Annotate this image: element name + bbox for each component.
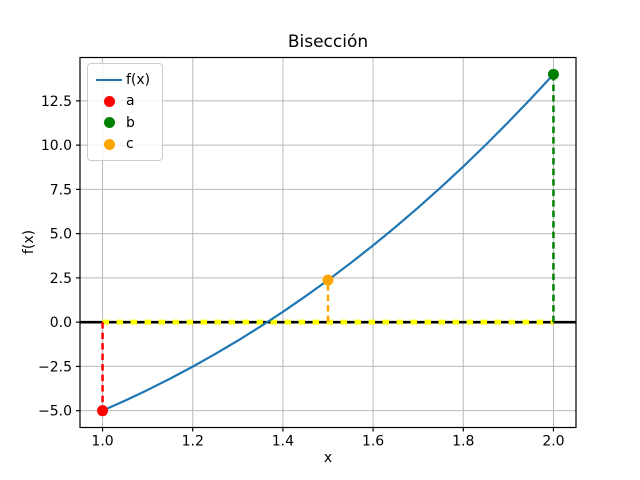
legend-dot-swatch	[92, 95, 126, 107]
legend-item-b: b	[92, 112, 150, 134]
legend-label: a	[126, 93, 135, 110]
point-a	[97, 405, 109, 417]
legend-label: b	[126, 114, 135, 131]
legend-line-swatch	[92, 78, 126, 81]
legend-item-c: c	[92, 134, 150, 156]
legend: f(x) a b c	[87, 63, 164, 161]
y-tick-label: −5.0	[38, 404, 72, 420]
dot-swatch-icon	[103, 117, 115, 129]
legend-dot-swatch	[92, 138, 126, 150]
y-tick-label: 10.0	[41, 138, 72, 154]
y-tick-label: −2.5	[38, 359, 72, 375]
legend-label: c	[126, 136, 134, 153]
x-tick-label: 2.0	[542, 434, 564, 450]
y-tick-label: 5.0	[50, 227, 72, 243]
x-tick-label: 1.0	[91, 434, 113, 450]
dot-swatch-icon	[103, 95, 115, 107]
y-tick-label: 0.0	[50, 315, 72, 331]
point-c	[322, 274, 334, 286]
x-axis-label: x	[323, 450, 333, 466]
y-tick-label: 2.5	[50, 271, 72, 287]
x-tick-label: 1.2	[182, 434, 204, 450]
point-b	[547, 68, 559, 80]
chart-title: Bisección	[287, 32, 369, 52]
x-tick-label: 1.8	[452, 434, 474, 450]
legend-item-a: a	[92, 91, 150, 113]
line-swatch-icon	[96, 78, 122, 81]
y-axis-label: f(x)	[21, 229, 37, 255]
legend-item-fx: f(x)	[92, 69, 150, 91]
y-tick-label: 7.5	[50, 182, 72, 198]
y-tick-label: 12.5	[41, 94, 72, 110]
legend-label: f(x)	[126, 71, 151, 88]
curve-f(x)	[102, 73, 555, 412]
dot-swatch-icon	[103, 138, 115, 150]
x-tick-label: 1.6	[362, 434, 384, 450]
x-tick-label: 1.4	[272, 434, 294, 450]
plot-frame	[79, 56, 577, 429]
legend-dot-swatch	[92, 117, 126, 129]
